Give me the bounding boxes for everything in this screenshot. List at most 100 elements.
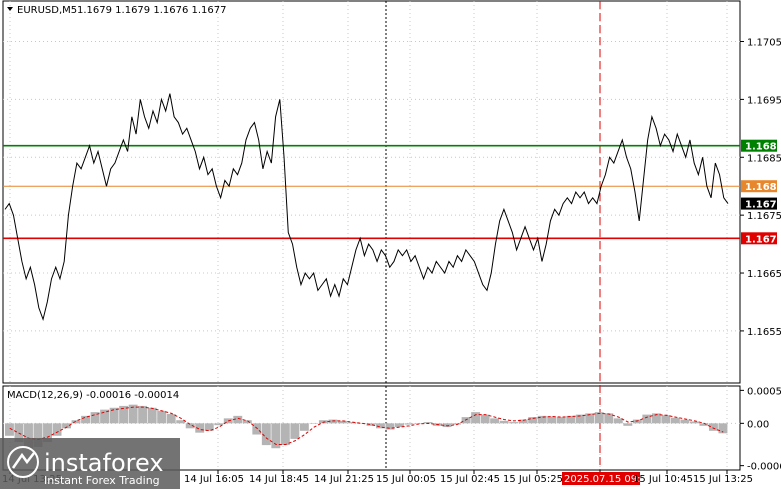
macd-histogram-bar — [490, 418, 500, 424]
macd-histogram-bar — [642, 414, 652, 424]
macd-histogram-bar — [280, 423, 290, 446]
macd-histogram-bar — [214, 423, 224, 426]
macd-histogram-bar — [499, 420, 509, 424]
logo-brand: instaforex — [44, 449, 164, 477]
macd-histogram-bar — [689, 421, 699, 424]
macd-histogram-bar — [661, 415, 671, 424]
macd-axis-label: -0.00068 — [747, 462, 781, 473]
time-axis-label: 15 Jul 05:25 — [503, 474, 563, 485]
macd-histogram-bar — [24, 423, 33, 449]
macd-histogram-bar — [480, 414, 490, 424]
macd-histogram-bar — [62, 423, 71, 429]
macd-histogram-bar — [575, 414, 585, 424]
macd-indicator — [5, 404, 728, 449]
macd-histogram-bar — [242, 420, 252, 424]
macd-histogram-bar — [128, 404, 138, 424]
symbol-label: EURUSD,M5 — [17, 5, 77, 16]
time-axis-label: 14 Jul 18:45 — [249, 474, 309, 485]
macd-histogram-bar — [233, 415, 243, 424]
ohlc-values: 1.1679 1.1679 1.1676 1.1677 — [77, 5, 227, 16]
macd-histogram-bar — [566, 415, 576, 424]
last-price-label: 1.1677 — [745, 200, 781, 211]
price-series — [4, 93, 729, 322]
time-marker-label: 2025.07.15 09:00 — [564, 474, 653, 485]
level-label-support: 1.1671 — [745, 234, 781, 245]
logo-tagline: Instant Forex Trading — [44, 474, 160, 487]
macd-histogram-bar — [5, 423, 14, 436]
instaforex-logo: instaforex Instant Forex Trading — [0, 438, 180, 489]
macd-histogram-bar — [166, 414, 176, 424]
macd-histogram-bar — [195, 423, 205, 433]
logo-backdrop — [0, 438, 180, 489]
price-panel-frame — [2, 0, 741, 384]
level-label-resistance: 1.1687 — [745, 142, 781, 153]
price-axis-label: 1.1685 — [747, 153, 781, 164]
macd-histogram-bar — [176, 420, 186, 424]
macd-histogram-bar — [509, 422, 519, 424]
time-axis-label: 15 Jul 00:05 — [376, 474, 436, 485]
price-axis-label: 1.1675 — [747, 211, 781, 222]
macd-histogram-bar — [71, 420, 81, 424]
time-axis-label: 14 Jul 21:25 — [314, 474, 374, 485]
macd-histogram-bar — [585, 413, 595, 424]
macd-histogram-bar — [90, 412, 100, 424]
price-axis-label: 1.1655 — [747, 327, 781, 338]
macd-histogram-bar — [252, 423, 262, 435]
macd-histogram-bar — [309, 423, 319, 424]
macd-histogram-bar — [81, 415, 91, 424]
macd-histogram-bar — [347, 422, 357, 424]
macd-histogram-bar — [385, 423, 395, 430]
price-line — [4, 93, 729, 322]
price-axis: 1.1705 1.1695 1.1685 1.1675 1.1665 1.1655 1.16… — [740, 38, 781, 338]
macd-histogram-bar — [547, 416, 557, 424]
macd-axis: 0.00053 0.00 -0.00068 — [740, 386, 781, 473]
last-price-tag — [741, 197, 777, 210]
macd-histogram-bar — [680, 419, 690, 424]
logo-arrow-icon — [11, 452, 35, 469]
macd-histogram-bar — [138, 405, 148, 424]
macd-histogram-bar — [100, 409, 110, 424]
macd-histogram-bar — [594, 412, 604, 424]
macd-histogram-bar — [518, 419, 528, 424]
level-label-current: 1.1680 — [745, 182, 781, 193]
macd-histogram-bar — [699, 423, 709, 426]
price-axis-label: 1.1705 — [747, 38, 781, 49]
collapse-triangle-icon[interactable] — [7, 7, 13, 11]
macd-histogram-bar — [204, 423, 214, 431]
macd-axis-label: 0.00 — [747, 419, 769, 430]
macd-histogram-bar — [395, 423, 404, 428]
macd-histogram-bar — [537, 415, 547, 424]
macd-histogram-bar — [718, 423, 728, 434]
macd-histogram-bar — [33, 423, 43, 447]
macd-histogram-bar — [452, 423, 462, 425]
macd-histogram-bar — [52, 423, 62, 436]
macd-histogram-bar — [471, 412, 481, 424]
macd-histogram-bar — [366, 423, 376, 426]
price-axis-label: 1.1665 — [747, 269, 781, 280]
macd-histogram-bar — [423, 422, 433, 424]
horizontal-levels[interactable]: 1.1687 1.1680 1.1671 — [3, 139, 781, 246]
macd-histogram-bar — [356, 423, 366, 424]
level-tag-support — [741, 232, 777, 245]
macd-histogram-bar — [708, 423, 718, 431]
time-axis-label: 14 Jul 16:05 — [184, 474, 244, 485]
macd-signal-line — [9, 406, 724, 445]
macd-histogram-bar — [528, 417, 538, 424]
macd-histogram-bar — [613, 418, 623, 424]
logo-ring-icon — [7, 446, 39, 478]
macd-histogram-bar — [556, 417, 566, 424]
macd-histogram-bar — [442, 423, 452, 428]
time-axis-label: 15 Jul 10:45 — [633, 474, 693, 485]
macd-histogram-bar — [185, 423, 195, 429]
macd-histogram-bar — [109, 407, 119, 424]
level-tag-resistance — [741, 139, 777, 152]
macd-histogram-bar — [376, 423, 385, 429]
macd-histogram-bar — [604, 413, 614, 424]
price-axis-label: 1.1695 — [747, 95, 781, 106]
macd-histogram-bar — [651, 413, 661, 424]
macd-histogram-bar — [670, 417, 680, 424]
macd-histogram-bar — [271, 423, 281, 449]
macd-histogram-bar — [623, 423, 633, 426]
